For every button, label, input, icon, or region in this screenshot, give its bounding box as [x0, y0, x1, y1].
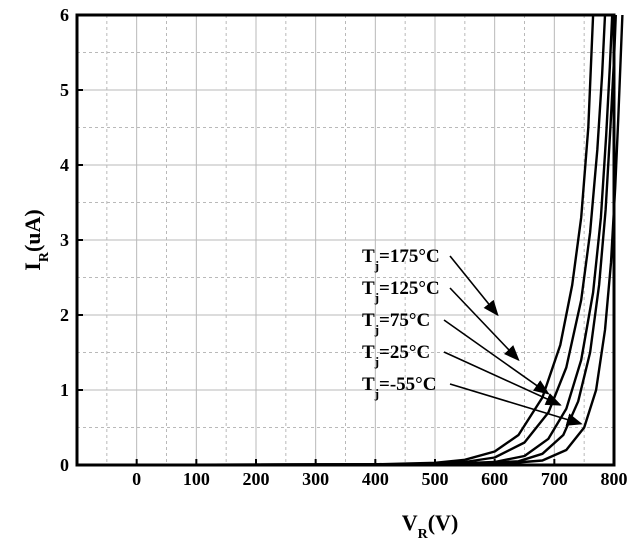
x-axis-title-main: V [402, 510, 418, 535]
x-tick-label: 100 [183, 469, 210, 489]
y-axis-title: IR(uA) [20, 209, 52, 270]
y-tick-label: 4 [60, 155, 69, 175]
annotation-label: Tj=-55°C [362, 374, 437, 401]
y-tick-label: 6 [60, 5, 69, 25]
tick-labels: 0 100 200 300 400 500 600 700 800 0 1 2 3 4 5 6 [60, 5, 628, 489]
x-tick-label: 600 [481, 469, 508, 489]
x-tick-label: 500 [422, 469, 449, 489]
annotation-arrow [449, 383, 583, 426]
data-series [76, 14, 624, 467]
x-axis-title-sub: R [418, 527, 429, 540]
annotation-label: Tj=125°C [362, 278, 440, 305]
series-line-4 [76, 14, 617, 467]
y-tick-label: 2 [60, 305, 69, 325]
annotation-arrow [449, 255, 499, 317]
annotation-arrow [443, 351, 562, 406]
y-axis-title-main: I [20, 262, 45, 271]
annotation-main: T [362, 278, 375, 299]
annotation-label: Tj=175°C [362, 246, 440, 273]
annotation-label: Tj=75°C [362, 310, 430, 337]
annotation-tail: =75°C [379, 310, 430, 331]
annotation-main: T [362, 310, 375, 331]
annotation-main: T [362, 374, 375, 395]
annotation-arrow [443, 319, 550, 395]
x-tick-label: 300 [302, 469, 329, 489]
x-tick-label: 0 [132, 469, 141, 489]
annotation-sub: j [374, 354, 379, 369]
x-tick-label: 400 [362, 469, 389, 489]
annotation-tail: =25°C [379, 342, 430, 363]
annotation-label: Tj=25°C [362, 342, 430, 369]
y-axis-title-sub: R [37, 251, 52, 262]
annotation-tail: =175°C [379, 246, 440, 267]
x-axis-title-tail: (V) [428, 510, 459, 535]
y-axis-title-tail: (uA) [20, 209, 45, 252]
y-tick-label: 3 [60, 230, 69, 250]
annotation-main: T [362, 342, 375, 363]
x-tick-label: 200 [243, 469, 270, 489]
annotation-tail: =-55°C [379, 374, 436, 395]
annotation-main: T [362, 246, 375, 267]
annotation-sub: j [374, 386, 379, 401]
x-tick-label: 700 [541, 469, 568, 489]
y-tick-label: 5 [60, 80, 69, 100]
annotation-sub: j [374, 322, 379, 337]
annotation-sub: j [374, 258, 379, 273]
y-tick-label: 0 [60, 455, 69, 475]
x-axis-title: VR(V) [402, 510, 459, 540]
x-tick-label: 800 [601, 469, 628, 489]
annotation-sub: j [374, 290, 379, 305]
series-line-5 [76, 14, 624, 467]
axis-ticks [77, 14, 615, 466]
annotations: Tj=175°CTj=125°CTj=75°CTj=25°CTj=-55°C [362, 246, 583, 426]
annotation-arrow [449, 287, 520, 362]
annotation-tail: =125°C [379, 278, 440, 299]
y-tick-label: 1 [60, 380, 69, 400]
